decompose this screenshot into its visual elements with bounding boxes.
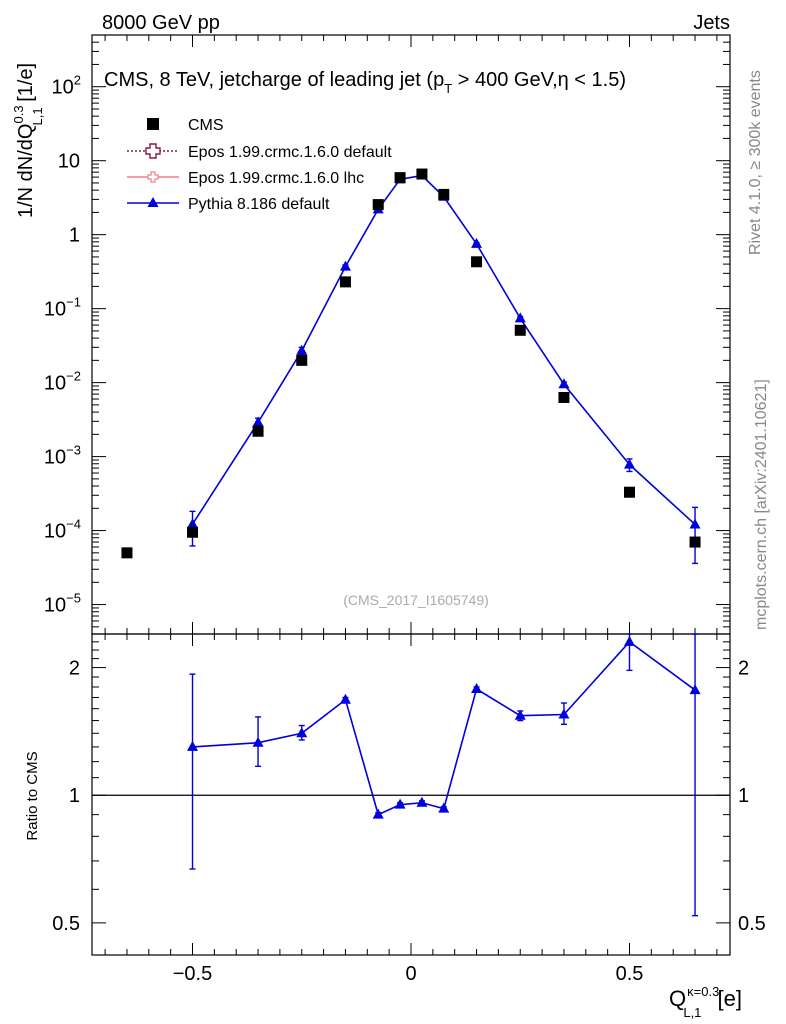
chart-title: CMS, 8 TeV, jetcharge of leading jet (pT… <box>104 69 626 96</box>
pythia-point <box>339 260 351 271</box>
pythia-ratio-point <box>252 736 264 747</box>
cms-point <box>438 188 450 200</box>
pythia-ratio-point <box>339 693 351 704</box>
legend-label: Pythia 8.186 default <box>188 196 330 213</box>
ratio-tick-label-left: 0.5 <box>52 913 80 935</box>
rivet-version-label: Rivet 4.1.0, ≥ 300k events <box>747 70 764 255</box>
cms-point <box>558 391 570 403</box>
x-axis-label: Qκ=0.3 L,1 [e] <box>669 984 742 1020</box>
mcplots-label: mcplots.cern.ch [arXiv:2401.10621] <box>753 379 770 630</box>
pythia-ratio-point <box>394 798 406 809</box>
cms-point <box>689 536 701 548</box>
pythia-ratio-point <box>514 709 526 720</box>
y-tick-label: 10−1 <box>44 295 81 321</box>
pythia-ratio-line <box>192 640 696 816</box>
legend-label: Epos 1.99.crmc.1.6.0 lhc <box>188 170 364 187</box>
y-axis-label: 1/N dN/dQ0.3 L,1 [1/e] <box>11 63 45 218</box>
y-tick-label: 1 <box>69 225 80 247</box>
y-tick-label: 10−2 <box>44 369 81 395</box>
cms-point <box>339 276 351 288</box>
pythia-point <box>296 344 308 355</box>
cms-point <box>471 256 483 268</box>
cms-point <box>394 172 406 184</box>
pythia-ratio-point <box>372 808 384 819</box>
y-tick-label: 10−3 <box>44 443 81 469</box>
cms-point <box>296 354 308 366</box>
pythia-point <box>558 378 570 389</box>
y-tick-label: 102 <box>52 73 81 99</box>
analysis-id-label: (CMS_2017_I1605749) <box>343 592 489 608</box>
pythia-ratio-point <box>296 727 308 738</box>
ratio-tick-label-right: 1 <box>738 785 749 807</box>
pythia-point <box>623 458 635 469</box>
y-tick-label: 10−4 <box>44 517 81 543</box>
cms-point <box>121 547 133 559</box>
x-tick-label: 0 <box>405 963 416 985</box>
ratio-y-axis-label: Ratio to CMS <box>24 751 41 840</box>
legend-epos-lhc-marker <box>147 171 159 183</box>
pythia-point <box>471 237 483 248</box>
pythia-point <box>514 312 526 323</box>
y-tick-label: 10−5 <box>44 591 81 617</box>
cms-point <box>372 199 384 211</box>
pythia-ratio-point <box>416 796 428 807</box>
pythia-ratio-point <box>623 635 635 646</box>
cms-point <box>187 526 199 538</box>
pythia-point <box>689 518 701 529</box>
cms-point <box>416 168 428 180</box>
cms-point <box>252 425 264 437</box>
legend-label: CMS <box>188 117 224 134</box>
pythia-ratio-point <box>187 740 199 751</box>
pythia-point <box>252 416 264 427</box>
cms-point <box>514 324 526 336</box>
legend-label: Epos 1.99.crmc.1.6.0 default <box>188 144 392 161</box>
ratio-tick-label-left: 2 <box>69 658 80 680</box>
pythia-ratio-point <box>471 683 483 694</box>
x-tick-label: −0.5 <box>173 963 212 985</box>
ratio-tick-label-right: 0.5 <box>738 913 766 935</box>
legend-pythia-marker <box>147 197 159 207</box>
ratio-tick-label-left: 1 <box>69 785 80 807</box>
ratio-plot-frame <box>91 633 731 956</box>
pythia-ratio-point <box>689 684 701 695</box>
x-tick-label: 0.5 <box>616 963 644 985</box>
ratio-tick-label-right: 2 <box>738 658 749 680</box>
pythia-line <box>191 174 696 526</box>
pythia-point <box>187 518 199 529</box>
legend-cms-marker <box>147 118 159 130</box>
header-right-label: Jets <box>693 12 730 34</box>
cms-point <box>623 486 635 498</box>
header-left-label: 8000 GeV pp <box>102 12 220 34</box>
legend-epos-default-marker <box>145 143 161 159</box>
y-tick-label: 10 <box>58 151 80 173</box>
pythia-ratio-point <box>558 708 570 719</box>
pythia-ratio-point <box>438 802 450 813</box>
